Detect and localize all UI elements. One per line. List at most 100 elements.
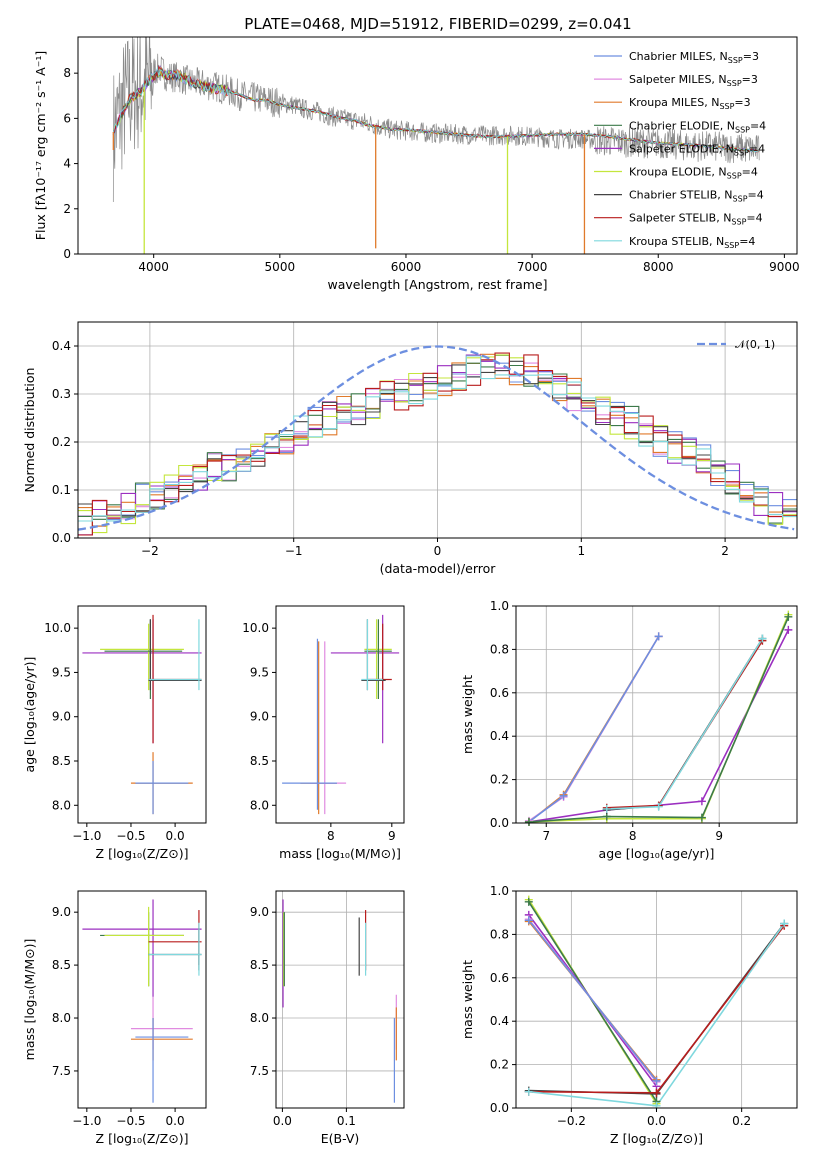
plot-area [112,37,760,254]
mass-weight-line [606,638,764,811]
y-axis-label: mass weight [460,675,475,754]
mass-vs-ebv-panel: 0.0 0.1 7.5 8.0 8.5 9.0 E(B-V) [250,890,405,1146]
massweight-vs-age-panel: 7 8 9 0.0 0.2 0.4 0.6 0.8 1.0 age [log₁₀(age/yr)]… [460,599,798,861]
mass-weight-point [602,804,611,813]
axes-frame [77,890,207,1109]
legend-entry-name: Chabrier MILES, N [629,50,728,63]
y-tick-label: 0.8 [490,927,509,941]
legend-entry: Chabrier STELIB, NSSP=4 [629,189,764,204]
x-tick-label: −1 [285,544,303,558]
y-tick-label: 0.0 [52,531,71,545]
x-tick-label: 0.2 [732,1114,751,1128]
x-tick-label: 9000 [769,260,800,274]
residual-histogram [78,355,797,522]
x-tick-label: −0.2 [557,1114,586,1128]
legend-entry-name: Chabrier ELODIE, N [629,119,735,132]
legend-entry-value: =4 [739,235,755,248]
x-axis-label: Z [log₁₀(Z/Z⊙)] [610,1131,703,1146]
y-tick-label: 0.4 [490,729,509,743]
legend-entry-name: Kroupa STELIB, N [629,235,724,248]
age-vs-mass-panel: 8 9 8.0 8.5 9.0 9.5 10.0 mass [log₁₀(M/M⊙)] [242,605,405,861]
mass-weight-line [528,635,660,822]
legend-entry: Kroupa ELODIE, NSSP=4 [629,166,758,181]
legend-entry-name: Chabrier STELIB, N [629,189,733,202]
legend-entry-name: Kroupa MILES, N [629,96,719,109]
y-tick-label: 9.0 [52,905,71,919]
axes-frame [77,36,798,255]
y-tick-label: 1.0 [490,884,509,898]
legend-entry-subscript: SSP [719,102,734,111]
x-tick-label: 0.0 [166,829,185,843]
axes-frame [77,605,207,824]
x-tick-label: 8 [629,829,637,843]
y-tick-label: 8.0 [52,1011,71,1025]
legend-entry-name: Salpeter ELODIE, N [629,142,734,155]
y-tick-label: 7.5 [52,1064,71,1078]
y-tick-label: 8.5 [250,958,269,972]
legend-entry-value: =4 [742,166,758,179]
y-tick-label: 0.4 [52,339,71,353]
x-axis-label: mass [log₁₀(M/M⊙)] [279,846,401,861]
y-tick-label: 0.0 [490,1101,509,1115]
legend-entry-name: Salpeter MILES, N [629,73,727,86]
legend-entry-subscript: SSP [735,125,750,134]
mass-weight-point [524,897,533,906]
x-tick-label: 1 [577,544,585,558]
x-tick-label: −2 [141,544,159,558]
mass-weight-point [784,625,793,634]
mass-weight-point [780,919,789,928]
mass-weight-point [524,817,533,826]
y-tick-label: 8.5 [52,958,71,972]
mass-weight-point [652,1088,661,1097]
mass-weight-point [524,916,533,925]
y-tick-label: 9.5 [52,665,71,679]
y-tick-label: 10.0 [242,621,269,635]
legend-entry-value: =4 [746,212,762,225]
x-tick-label: 4000 [138,260,169,274]
legend-entry: Salpeter STELIB, NSSP=4 [629,212,763,227]
y-tick-label: 0.2 [490,1058,509,1072]
plot-area [82,899,202,1103]
mass-weight-line [528,919,658,1082]
age-vs-metallicity-panel: −1.0 −0.5 0.0 8.0 8.5 9.0 9.5 10.0 Z [log₁₀(Z/Z⊙… [22,605,207,861]
y-tick-label: 8.0 [250,1011,269,1025]
residuals-panel: 𝒩(0, 1) −2 −1 0 1 2 0.0 0.1 0.2 0.3 0.4 (data-model… [22,321,798,576]
x-axis-label: (data-model)/error [380,561,497,576]
mass-weight-point [652,1076,661,1085]
y-tick-label: 0.4 [490,1014,509,1028]
mass-weight-point [697,813,706,822]
y-axis-label: age [log₁₀(age/yr)] [22,657,37,773]
y-tick-label: 2 [63,202,71,216]
residual-histogram [78,352,797,536]
model-spectrum-line [112,66,760,153]
mass-weight-line [528,616,790,823]
legend-entry-subscript: SSP [727,172,742,181]
mass-weight-point [784,612,793,621]
x-tick-label: 0 [434,544,442,558]
normal-distribution-curve [78,345,795,531]
mass-weight-line [606,638,764,810]
y-axis-label: Flux [fλ10⁻¹⁷ erg cm⁻² s⁻¹ A⁻¹] [33,51,48,240]
legend-entry: Salpeter MILES, NSSP=3 [629,73,758,88]
x-tick-label: −1.0 [72,1114,101,1128]
y-axis-label: mass weight [460,960,475,1039]
legend-entry-value: =3 [742,73,758,86]
axes-frame [275,605,405,824]
y-tick-label: 0 [63,247,71,261]
x-tick-label: 0.1 [337,1114,356,1128]
plot-area [282,614,400,815]
x-axis-label: Z [log₁₀(Z/Z⊙)] [96,1131,189,1146]
x-tick-label: 0.0 [647,1114,666,1128]
y-tick-label: 4 [63,157,71,171]
y-tick-label: 0.0 [490,816,509,830]
x-axis-label: E(B-V) [321,1131,360,1146]
x-tick-label: −1.0 [72,829,101,843]
x-tick-label: 9 [388,829,396,843]
y-axis-label: Normed distribution [22,368,37,493]
x-axis-label: wavelength [Angstrom, rest frame] [327,277,547,292]
y-tick-label: 10.0 [44,621,71,635]
y-tick-label: 9.5 [250,665,269,679]
mass-weight-line [528,635,660,823]
y-tick-label: 0.3 [52,387,71,401]
